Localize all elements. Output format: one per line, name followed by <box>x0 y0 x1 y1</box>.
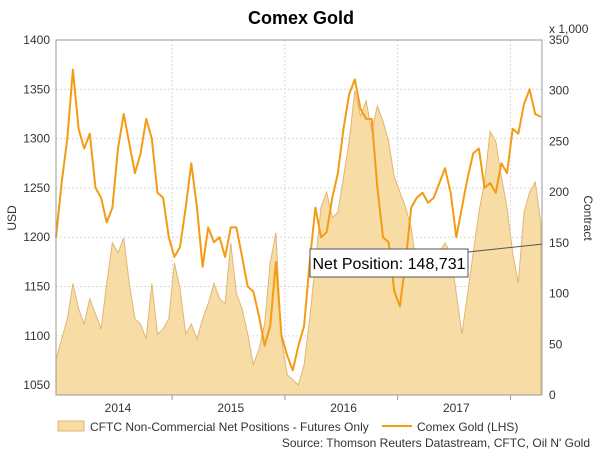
callout-leader-line <box>467 243 543 253</box>
net-positions-area <box>55 90 542 396</box>
right-axis-multiplier: x 1,000 <box>549 22 589 36</box>
left-axis-ticks: 1050 1100 1150 1200 1250 1300 1350 1400 <box>23 33 50 392</box>
left-tick-label: 1300 <box>23 132 50 146</box>
x-tick-label: 2016 <box>330 401 357 415</box>
legend-label-gold: Comex Gold (LHS) <box>417 420 518 434</box>
right-tick-label: 100 <box>549 287 569 301</box>
gold-price-line <box>55 68 542 372</box>
source-note: Source: Thomson Reuters Datastream, CFTC… <box>282 436 590 450</box>
chart-title: Comex Gold <box>248 8 354 28</box>
net-positions-area-layer <box>55 90 542 396</box>
right-tick-label: 300 <box>549 84 569 98</box>
net-position-callout: Net Position: 148,731 <box>309 243 543 278</box>
callout-text: Net Position: 148,731 <box>313 256 466 273</box>
x-tick-label: 2015 <box>217 401 244 415</box>
legend-label-net-positions: CFTC Non-Commercial Net Positions - Futu… <box>90 420 369 434</box>
legend-swatch-net-positions <box>57 420 85 432</box>
right-tick-label: 150 <box>549 236 569 250</box>
gold-line-layer <box>55 68 542 372</box>
left-tick-label: 1250 <box>23 181 50 195</box>
left-axis-label: USD <box>5 205 19 231</box>
left-tick-label: 1100 <box>24 329 50 343</box>
right-axis-label: Contract <box>581 195 595 241</box>
right-tick-label: 0 <box>549 388 556 402</box>
legend: CFTC Non-Commercial Net Positions - Futu… <box>57 420 518 434</box>
callout-box <box>309 248 469 278</box>
right-tick-label: 350 <box>549 33 569 47</box>
left-tick-label: 1400 <box>23 33 50 47</box>
right-tick-label: 50 <box>549 337 563 351</box>
x-tick-label: 2014 <box>105 401 132 415</box>
right-tick-label: 250 <box>549 134 569 148</box>
right-tick-label: 200 <box>549 185 569 199</box>
plot-frame <box>55 39 543 396</box>
right-axis-ticks: 0 50 100 150 200 250 300 350 <box>549 33 569 402</box>
left-tick-label: 1200 <box>23 230 50 244</box>
x-tick-label: 2017 <box>443 401 470 415</box>
left-tick-label: 1350 <box>23 82 50 96</box>
x-axis-ticks: 2014 2015 2016 2017 <box>105 395 511 415</box>
left-tick-label: 1150 <box>24 280 50 294</box>
left-tick-label: 1050 <box>23 378 50 392</box>
